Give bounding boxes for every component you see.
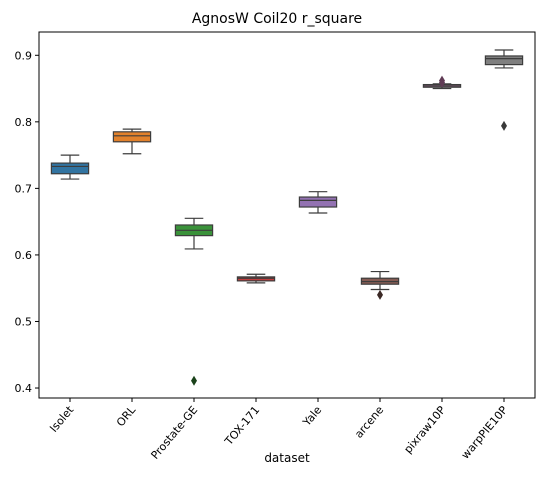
y-tick-label: 0.5 [15, 315, 33, 328]
x-tick-label: Isolet [47, 403, 77, 435]
y-tick-label: 0.7 [15, 182, 33, 195]
x-tick-label: pixraw10P [401, 403, 448, 456]
y-tick-label: 0.6 [15, 249, 33, 262]
box-warppie10p [484, 49, 524, 131]
outlier-point [501, 120, 507, 131]
x-tick-label: TOX-171 [222, 404, 263, 449]
outlier-point [377, 289, 383, 300]
box-body [298, 196, 338, 208]
plot-area [38, 31, 536, 399]
y-tick-label: 0.4 [15, 382, 33, 395]
x-tick-label: warpPIE10P [459, 403, 511, 461]
box-yale [298, 191, 338, 214]
x-axis-label: dataset [264, 451, 310, 465]
box-arcene [360, 270, 400, 300]
box-isolet [50, 154, 90, 180]
x-tick-label: Yale [300, 403, 325, 429]
box-tox-171 [236, 273, 276, 284]
outlier-point [439, 77, 445, 88]
x-tick-label: arcene [352, 403, 386, 440]
box-prostate-ge [174, 217, 214, 386]
outlier-point [191, 375, 197, 386]
box-body [112, 131, 152, 143]
box-orl [112, 128, 152, 155]
box-body [236, 276, 276, 282]
box-body [484, 55, 524, 66]
chart-title: AgnosW Coil20 r_square [192, 11, 362, 27]
x-tick-label: ORL [114, 403, 139, 429]
plot-frame [38, 31, 536, 399]
box-body [50, 162, 90, 175]
box-pixraw10p [422, 75, 462, 90]
x-tick-label: Prostate-GE [148, 404, 200, 462]
y-tick-label: 0.8 [15, 116, 33, 129]
y-tick-label: 0.9 [15, 49, 33, 62]
y-axis: 0.4 0.5 0.6 0.7 0.8 0.9 [15, 49, 39, 395]
